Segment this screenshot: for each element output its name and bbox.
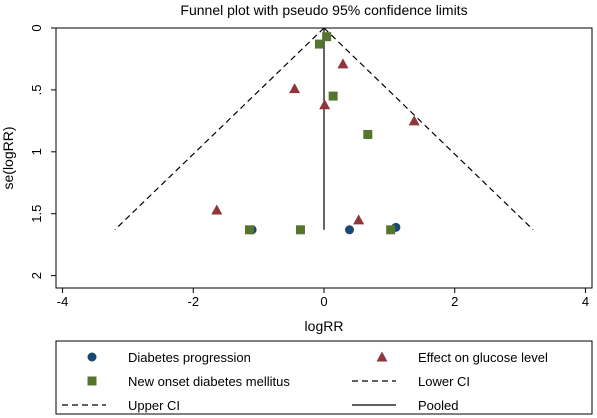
x-tick-label: -4	[57, 294, 69, 309]
legend-new-onset-diabetes-mellitus-swatch	[87, 376, 97, 386]
y-tick-label: 1	[29, 148, 44, 155]
axes: -4 -2 0 2 4 0 .5 1 1.5 2	[29, 24, 589, 309]
effect-on-glucose-level-point	[211, 204, 223, 215]
effect-on-glucose-level-point	[353, 214, 365, 225]
y-tick-label: 1.5	[29, 205, 44, 223]
new-onset-diabetes-mellitus-point	[322, 32, 332, 42]
legend-new-onset-diabetes-mellitus-label: New onset diabetes mellitus	[128, 374, 290, 389]
effect-on-glucose-level-point	[289, 83, 301, 94]
new-onset-diabetes-mellitus-point	[244, 225, 254, 235]
legend-pooled-label: Pooled	[418, 398, 458, 413]
x-axis-label: logRR	[305, 318, 344, 334]
effect-on-glucose-level-point	[408, 115, 420, 126]
x-tick-label: -2	[187, 294, 199, 309]
y-axis-label: se(logRR)	[0, 126, 16, 189]
effect-on-glucose-level-point	[319, 99, 331, 110]
new-onset-diabetes-mellitus-point	[295, 225, 305, 235]
upper-ci-line	[323, 27, 534, 231]
legend: Diabetes progression Effect on glucose le…	[62, 350, 548, 413]
x-tick-label: 4	[582, 294, 589, 309]
legend-diabetes-progression-swatch	[87, 352, 97, 362]
new-onset-diabetes-mellitus-point	[386, 225, 396, 235]
legend-effect-on-glucose-level-label: Effect on glucose level	[418, 350, 548, 365]
x-tick-label: 2	[451, 294, 458, 309]
legend-lower-ci-label: Lower CI	[418, 374, 470, 389]
legend-upper-ci-label: Upper CI	[128, 398, 180, 413]
new-onset-diabetes-mellitus-point	[363, 129, 373, 139]
ci-lines	[114, 27, 534, 231]
y-tick-label: .5	[29, 84, 44, 95]
diabetes-progression-point	[344, 225, 354, 235]
y-tick-label: 0	[29, 24, 44, 31]
legend-effect-on-glucose-level-swatch	[376, 351, 388, 362]
x-tick-label: 0	[320, 294, 327, 309]
new-onset-diabetes-mellitus-point	[328, 91, 338, 101]
lower-ci-line	[114, 27, 325, 231]
legend-box	[55, 340, 593, 415]
data-points	[211, 32, 420, 235]
legend-diabetes-progression-label: Diabetes progression	[128, 350, 251, 365]
chart-title: Funnel plot with pseudo 95% confidence l…	[180, 2, 467, 18]
effect-on-glucose-level-point	[337, 58, 349, 69]
new-onset-diabetes-mellitus-point	[314, 39, 324, 49]
y-tick-label: 2	[29, 272, 44, 279]
